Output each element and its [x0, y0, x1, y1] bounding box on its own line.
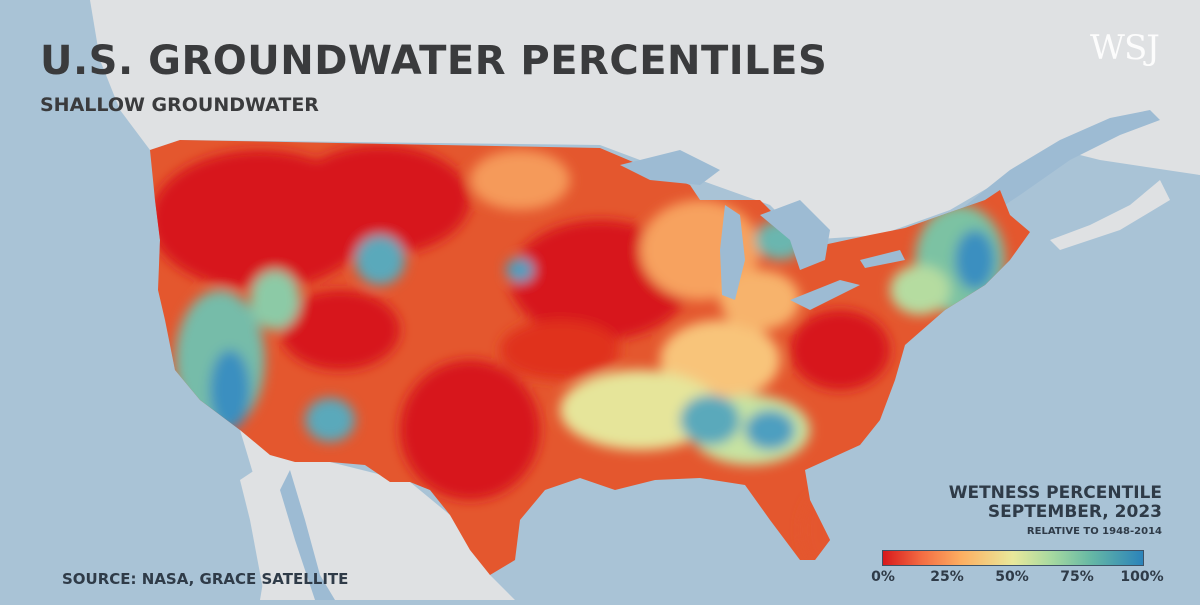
legend-subtitle: RELATIVE TO 1948-2014 [1026, 526, 1162, 537]
gulf-of-california [280, 470, 335, 600]
lake-erie [790, 280, 860, 310]
baja-land [240, 470, 285, 600]
page-title: U.S. GROUNDWATER PERCENTILES [40, 38, 828, 84]
legend-tick: 25% [930, 569, 964, 585]
legend-title-line1: WETNESS PERCENTILE [948, 483, 1162, 503]
maritime-land [1050, 180, 1170, 250]
legend-tick: 0% [871, 569, 895, 585]
legend-title-line2: SEPTEMBER, 2023 [987, 502, 1162, 522]
source-credit: SOURCE: NASA, GRACE SATELLITE [62, 570, 349, 588]
legend: WETNESS PERCENTILE SEPTEMBER, 2023 RELAT… [948, 483, 1162, 538]
lake-superior [620, 150, 720, 185]
legend-tick: 50% [995, 569, 1029, 585]
legend-tick: 100% [1120, 569, 1164, 585]
legend-ticks: 0% 25% 50% 75% 100% [870, 569, 1170, 589]
lake-ontario [860, 250, 905, 268]
legend-tick: 75% [1060, 569, 1094, 585]
lake-huron [760, 200, 830, 270]
lake-michigan [720, 205, 745, 300]
canada-land [90, 0, 1200, 240]
wsj-logo: WSJ [1090, 28, 1160, 68]
page-subtitle: SHALLOW GROUNDWATER [40, 94, 319, 116]
legend-color-scale [882, 550, 1144, 566]
newfoundland-land [1170, 130, 1200, 175]
